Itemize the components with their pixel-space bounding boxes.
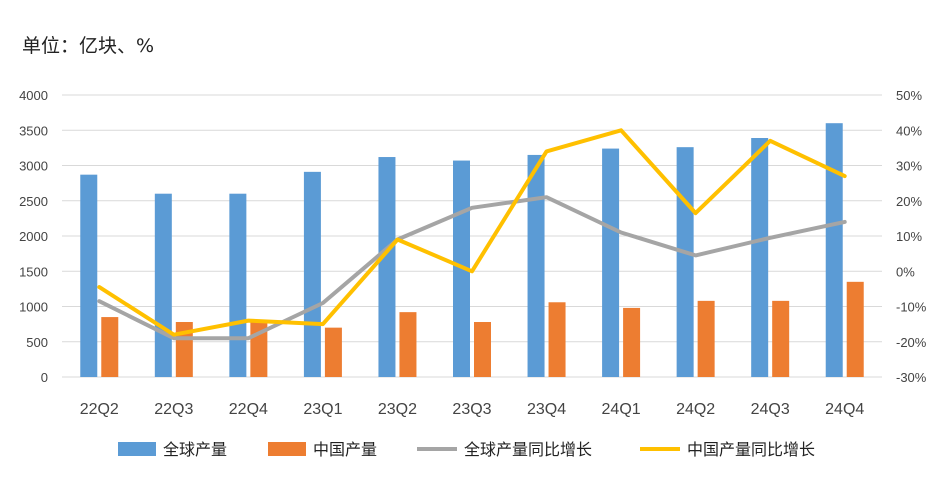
line-中国产量同比增长 xyxy=(97,128,847,337)
bar-中国产量-22Q3 xyxy=(175,322,193,377)
right-tick-label: 20% xyxy=(896,194,922,209)
right-tick-label: -30% xyxy=(896,370,927,385)
legend-label-中国产量: 中国产量 xyxy=(313,440,377,459)
right-tick-label: 50% xyxy=(896,88,922,103)
category-label: 23Q4 xyxy=(527,401,566,418)
x-axis-categories: 22Q2 22Q3 22Q4 23Q1 23Q2 23Q3 23Q4 24Q1 24Q2 24Q3… xyxy=(80,401,865,418)
right-tick-label: 30% xyxy=(896,159,922,174)
category-label: 24Q3 xyxy=(751,401,790,418)
bar-中国产量-22Q2 xyxy=(101,317,119,377)
left-tick-label: 1500 xyxy=(19,264,48,279)
bar-中国产量-24Q2 xyxy=(697,300,715,377)
right-tick-label: -20% xyxy=(896,335,927,350)
left-tick-label: 1000 xyxy=(19,300,48,315)
left-tick-label: 0 xyxy=(41,370,48,385)
category-label: 24Q4 xyxy=(825,401,864,418)
bar-全球产量-23Q1 xyxy=(303,171,321,377)
gridlines xyxy=(62,94,882,378)
category-label: 24Q1 xyxy=(602,401,641,418)
bar-中国产量-23Q1 xyxy=(324,327,342,377)
legend-label-中国产量同比增长: 中国产量同比增长 xyxy=(687,440,815,459)
bar-全球产量-24Q2 xyxy=(676,147,694,377)
category-label: 23Q3 xyxy=(452,401,491,418)
bar-全球产量-24Q4 xyxy=(825,123,843,377)
category-label: 23Q1 xyxy=(303,401,342,418)
legend-swatch-全球产量 xyxy=(118,442,156,456)
bar-中国产量-24Q4 xyxy=(846,281,864,377)
category-label: 22Q2 xyxy=(80,401,119,418)
bar-中国产量-23Q2 xyxy=(399,312,417,377)
bar-全球产量-23Q4 xyxy=(527,154,545,377)
category-label: 22Q4 xyxy=(229,401,268,418)
bar-全球产量-23Q2 xyxy=(378,157,396,377)
category-label: 24Q2 xyxy=(676,401,715,418)
bar-全球产量-22Q4 xyxy=(229,193,247,377)
left-tick-label: 4000 xyxy=(19,88,48,103)
right-tick-label: 40% xyxy=(896,123,922,138)
bar-中国产量-23Q4 xyxy=(548,302,566,377)
left-tick-label: 2500 xyxy=(19,194,48,209)
left-tick-label: 500 xyxy=(26,335,48,350)
right-tick-label: 0% xyxy=(896,264,915,279)
lines xyxy=(97,128,847,341)
left-tick-label: 3500 xyxy=(19,123,48,138)
bar-中国产量-23Q3 xyxy=(474,322,491,377)
legend-label-全球产量同比增长: 全球产量同比增长 xyxy=(464,440,592,459)
bar-中国产量-24Q1 xyxy=(623,307,641,377)
left-axis: 0 500 1000 1500 2000 2500 3000 3500 4000 xyxy=(19,88,48,385)
legend: 全球产量 中国产量 全球产量同比增长 中国产量同比增长 xyxy=(118,440,815,459)
bar-全球产量-24Q1 xyxy=(602,148,620,377)
left-tick-label: 3000 xyxy=(19,159,48,174)
right-axis: -30% -20% -10% 0% 10% 20% 30% 40% 50% xyxy=(896,88,927,385)
legend-label-全球产量: 全球产量 xyxy=(163,440,227,459)
legend-swatch-中国产量 xyxy=(268,442,306,456)
category-label: 23Q2 xyxy=(378,401,417,418)
category-label: 22Q3 xyxy=(154,401,193,418)
right-tick-label: -10% xyxy=(896,300,927,315)
bar-全球产量-24Q3 xyxy=(751,138,769,377)
bar-全球产量-22Q2 xyxy=(80,174,98,377)
unit-label: 单位：亿块、% xyxy=(22,35,154,57)
left-tick-label: 2000 xyxy=(19,229,48,244)
bar-中国产量-24Q3 xyxy=(772,300,790,377)
bar-全球产量-22Q3 xyxy=(154,193,172,377)
right-tick-label: 10% xyxy=(896,229,922,244)
